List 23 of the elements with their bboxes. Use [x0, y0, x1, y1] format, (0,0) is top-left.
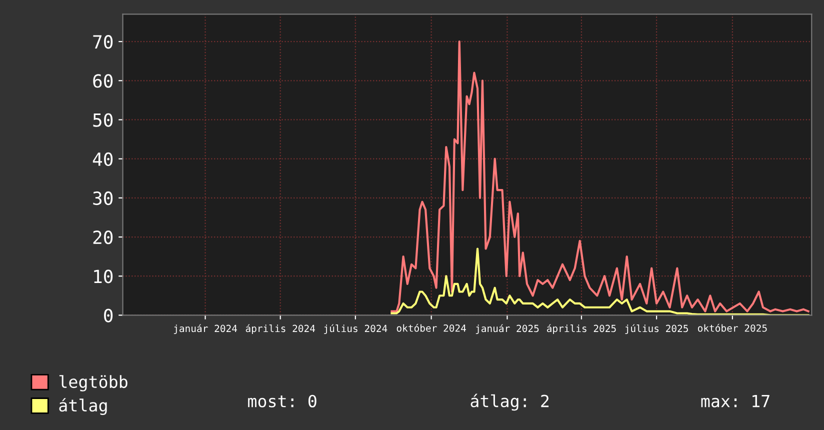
- y-tick-label: 70: [93, 35, 113, 49]
- legend-label: legtöbb: [59, 375, 128, 392]
- y-tick-label: 60: [93, 74, 113, 88]
- y-tick-label: 10: [94, 270, 113, 284]
- x-tick-label: április 2025: [546, 324, 616, 334]
- text: max: 17: [701, 395, 770, 408]
- x-tick-label: július 2025: [625, 324, 688, 334]
- y-tick-label: 50: [93, 113, 113, 127]
- x-tick-label: január 2024: [174, 324, 238, 334]
- line-series: [390, 40, 810, 312]
- text: átlag: 2: [470, 394, 549, 411]
- x-tick-label: július 2024: [324, 324, 388, 334]
- x-tick-label: október 2024: [396, 324, 466, 332]
- y-tick-label: 30: [93, 191, 113, 206]
- x-tick-label: október 2025: [698, 324, 767, 332]
- y-tick-label: 0: [104, 308, 113, 322]
- y-tick-label: 40: [92, 152, 113, 166]
- line-series: [390, 248, 810, 316]
- text: most: 0: [248, 394, 316, 408]
- x-tick-label: január 2025: [476, 324, 539, 334]
- y-tick-label: 20: [93, 230, 113, 244]
- x-tick-label: április 2024: [246, 324, 316, 334]
- legend-label: átlag: [59, 398, 107, 415]
